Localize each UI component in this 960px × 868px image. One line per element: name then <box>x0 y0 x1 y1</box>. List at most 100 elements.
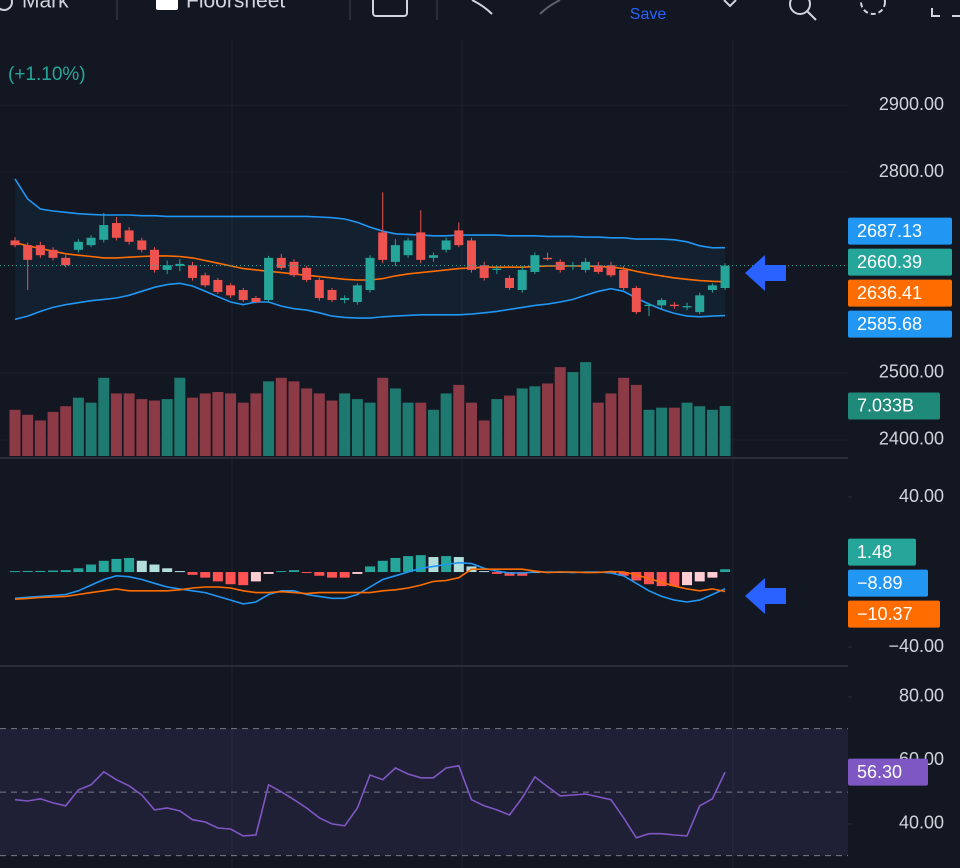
candle-body <box>517 269 527 290</box>
volume-bar <box>313 393 325 456</box>
volume-bar <box>148 400 160 456</box>
price-labels: 2687.13 2660.39 2636.41 2585.68 7.033B 1.48 −8… <box>848 217 952 786</box>
candle-body <box>543 257 553 260</box>
candle-body <box>365 257 375 290</box>
histogram-bar <box>415 555 426 573</box>
histogram-bar <box>403 556 414 573</box>
floorsheet-icon[interactable] <box>156 0 178 10</box>
volume-bar <box>110 393 122 456</box>
value-label: 2585.68 <box>857 314 922 334</box>
fullscreen-button[interactable] <box>931 8 960 17</box>
volume-bar <box>542 383 554 456</box>
candle-body <box>707 285 717 290</box>
candle-body <box>23 245 33 260</box>
value-label-box <box>848 248 952 276</box>
histogram-bar <box>10 571 20 573</box>
volume-bar <box>212 392 224 456</box>
volume-bar <box>529 386 541 456</box>
histogram-bar <box>301 572 312 574</box>
volume-bar <box>504 395 516 456</box>
histogram-bar <box>377 560 388 573</box>
volume-bar <box>415 402 427 456</box>
value-label-box <box>848 569 928 597</box>
candle-body <box>314 279 324 299</box>
histogram-bar <box>60 570 71 573</box>
histogram-bar <box>453 557 464 573</box>
value-label-box <box>848 392 940 420</box>
candle-body <box>149 249 159 270</box>
volume-bar <box>440 393 452 456</box>
candle-body <box>695 295 705 313</box>
rsi-line <box>14 764 726 839</box>
candle-body <box>352 285 362 303</box>
candle-body <box>669 304 679 307</box>
volume-bar <box>72 397 84 456</box>
layout-button[interactable] <box>372 0 408 17</box>
histogram-bar <box>225 572 236 585</box>
candle-body <box>340 298 350 301</box>
volume-bar <box>250 393 262 456</box>
candle-body <box>175 263 185 266</box>
floorsheet-button[interactable]: Floorsheet <box>186 0 285 13</box>
redo-button[interactable] <box>539 0 561 15</box>
mark-button[interactable]: Mark <box>22 0 69 13</box>
volume-bar <box>643 409 655 456</box>
candle-body <box>10 240 20 246</box>
volume-bar <box>719 405 731 456</box>
volume-bar <box>694 406 706 456</box>
histogram-bar <box>174 571 185 573</box>
histogram-bar <box>162 568 173 573</box>
volume-bar <box>656 407 668 456</box>
histogram-bar <box>35 570 46 573</box>
volume-bar <box>199 393 211 456</box>
undo-button[interactable] <box>471 0 493 15</box>
value-label: 56.30 <box>857 762 902 782</box>
candle-body <box>505 277 515 288</box>
histogram-bar <box>694 572 705 582</box>
y-tick-label: 2400.00 <box>879 429 944 449</box>
histogram-bar <box>22 570 33 573</box>
volume-bar <box>326 400 338 456</box>
histogram-bar <box>669 572 680 587</box>
plot-area: 2900.00 2800.00 2500.00 2400.00 40.00 −40.00 8… <box>0 94 944 857</box>
volume-bar <box>136 399 148 456</box>
histogram-bar <box>656 572 667 587</box>
y-tick-label: 2900.00 <box>879 94 944 114</box>
value-label-box <box>848 600 940 628</box>
search-button[interactable] <box>789 0 811 15</box>
histogram-bar <box>111 558 122 573</box>
y-tick-label: 40.00 <box>899 813 944 833</box>
indicator-line <box>14 282 726 321</box>
volume-bar <box>22 414 34 456</box>
candle-body <box>264 257 274 301</box>
candle-body <box>213 279 223 293</box>
save-button[interactable]: Save <box>630 6 667 23</box>
volume-bar <box>34 420 46 456</box>
candle-body <box>619 269 629 288</box>
histogram-bar <box>124 557 135 573</box>
candle-body <box>226 285 236 296</box>
toolbar: Mark Floorsheet Save <box>0 0 960 23</box>
candle-body <box>327 289 337 301</box>
candle-body <box>289 261 299 276</box>
candle-body <box>276 257 286 268</box>
value-label: −8.89 <box>857 573 903 593</box>
candle-body <box>644 304 654 307</box>
volume-bar <box>9 409 21 456</box>
volume-bar <box>389 388 401 456</box>
candle-body <box>530 255 540 272</box>
histogram-bar <box>428 557 439 573</box>
histogram-bar <box>212 572 223 582</box>
candle-body <box>454 230 464 246</box>
volume-bar <box>554 367 566 456</box>
candle-body <box>720 265 730 288</box>
y-tick-label: 2500.00 <box>879 362 944 382</box>
settings-button[interactable] <box>860 0 886 15</box>
candle-body <box>238 289 248 301</box>
value-label-box <box>848 538 916 566</box>
mark-icon[interactable] <box>0 0 13 11</box>
volume-bar <box>491 399 503 456</box>
value-label: 2687.13 <box>857 221 922 241</box>
save-menu[interactable] <box>723 0 737 8</box>
